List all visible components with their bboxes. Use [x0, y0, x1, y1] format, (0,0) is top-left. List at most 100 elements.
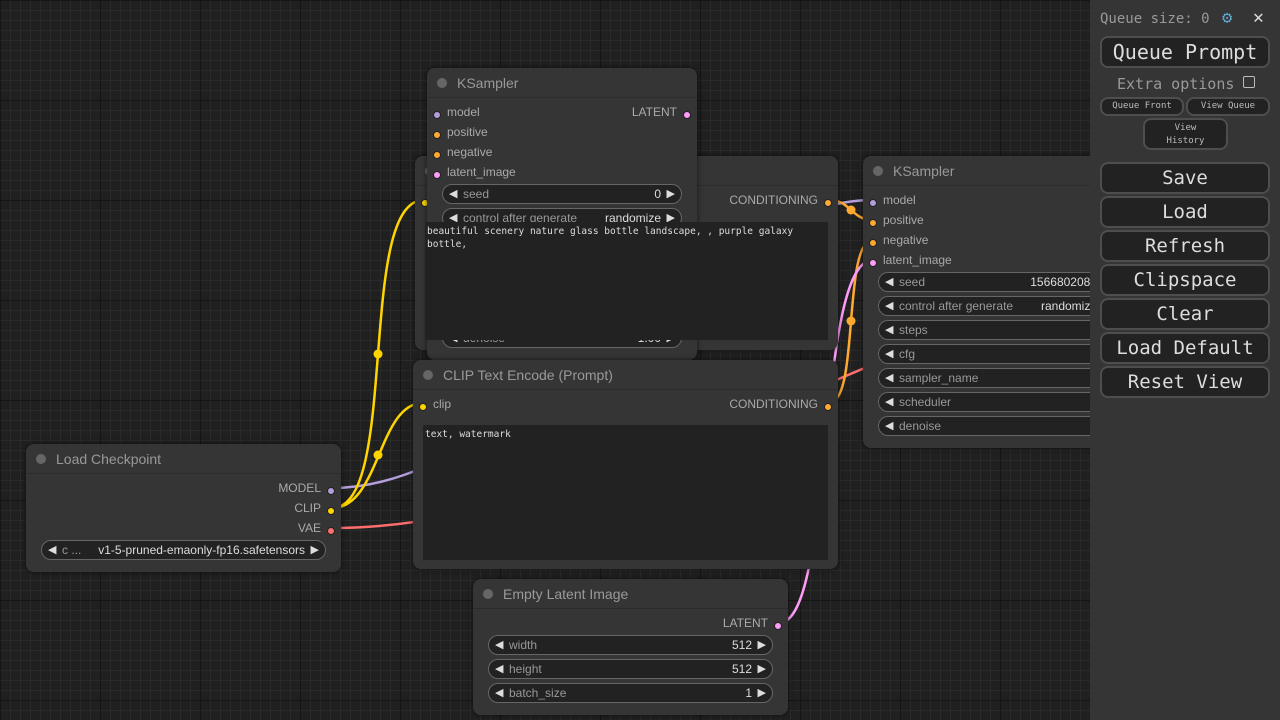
- decrement-arrow-icon[interactable]: ◀: [495, 687, 504, 699]
- output-dot[interactable]: [327, 527, 335, 535]
- widget-batch-size[interactable]: ◀ batch_size 1 ▶: [488, 683, 773, 703]
- increment-arrow-icon[interactable]: ▶: [757, 663, 766, 675]
- widget-scheduler[interactable]: ◀scheduler▶: [878, 392, 1118, 412]
- decrement-arrow-icon[interactable]: ◀: [449, 188, 458, 200]
- output-dot[interactable]: [327, 487, 335, 495]
- output-dot[interactable]: [683, 111, 691, 119]
- increment-arrow-icon[interactable]: ▶: [666, 212, 675, 224]
- output-slot-clip[interactable]: CLIP: [294, 501, 335, 515]
- clear-button[interactable]: Clear: [1100, 298, 1270, 330]
- node-title[interactable]: CLIP Text Encode (Prompt): [413, 360, 838, 390]
- queue-prompt-button[interactable]: Queue Prompt: [1100, 36, 1270, 68]
- widget-sampler-name[interactable]: ◀sampler_name▶: [878, 368, 1118, 388]
- increment-arrow-icon[interactable]: ▶: [310, 544, 319, 556]
- output-slot-conditioning[interactable]: CONDITIONING: [729, 193, 832, 207]
- load-checkpoint-node[interactable]: Load Checkpoint MODEL CLIP VAE ◀ c ... v1-5-pr…: [26, 444, 341, 572]
- link-midpoint[interactable]: [373, 349, 383, 359]
- output-dot[interactable]: [327, 507, 335, 515]
- widget-label: control after generate: [899, 299, 1014, 313]
- load-default-button[interactable]: Load Default: [1100, 332, 1270, 364]
- increment-arrow-icon[interactable]: ▶: [757, 687, 766, 699]
- output-dot[interactable]: [824, 403, 832, 411]
- output-slot-latent[interactable]: LATENT: [723, 616, 782, 630]
- input-dot[interactable]: [869, 259, 877, 267]
- increment-arrow-icon[interactable]: ▶: [757, 639, 766, 651]
- decrement-arrow-icon[interactable]: ◀: [495, 639, 504, 651]
- node-widgets: ◀ c ... v1-5-pruned-emaonly-fp16.safetenso…: [26, 538, 341, 560]
- widget-width[interactable]: ◀ width 512 ▶: [488, 635, 773, 655]
- node-collapse-dot[interactable]: [36, 454, 46, 464]
- decrement-arrow-icon[interactable]: ◀: [885, 276, 894, 288]
- link-midpoint[interactable]: [846, 205, 856, 215]
- node-collapse-dot[interactable]: [873, 166, 883, 176]
- decrement-arrow-icon[interactable]: ◀: [48, 544, 57, 556]
- input-slot-positive[interactable]: positive: [433, 125, 488, 139]
- input-dot[interactable]: [869, 239, 877, 247]
- refresh-button[interactable]: Refresh: [1100, 230, 1270, 262]
- node-collapse-dot[interactable]: [423, 370, 433, 380]
- input-slot-positive[interactable]: positive: [869, 213, 924, 227]
- node-collapse-dot[interactable]: [483, 589, 493, 599]
- input-slot-negative[interactable]: negative: [869, 233, 928, 247]
- output-dot[interactable]: [774, 622, 782, 630]
- widget-steps[interactable]: ◀steps▶: [878, 320, 1118, 340]
- widget-height[interactable]: ◀ height 512 ▶: [488, 659, 773, 679]
- node-collapse-dot[interactable]: [437, 78, 447, 88]
- decrement-arrow-icon[interactable]: ◀: [885, 372, 894, 384]
- save-button[interactable]: Save: [1100, 162, 1270, 194]
- close-icon[interactable]: ✕: [1253, 7, 1264, 28]
- input-slot-model[interactable]: model: [869, 193, 916, 207]
- output-slot-latent[interactable]: LATENT: [632, 105, 691, 119]
- widget-seed[interactable]: ◀ seed 0 ▶: [442, 184, 682, 204]
- decrement-arrow-icon[interactable]: ◀: [885, 396, 894, 408]
- link-midpoint[interactable]: [846, 316, 856, 326]
- widget-cfg[interactable]: ◀cfg▶: [878, 344, 1118, 364]
- node-title[interactable]: Empty Latent Image: [473, 579, 788, 609]
- input-slot-negative[interactable]: negative: [433, 145, 492, 159]
- input-dot[interactable]: [433, 111, 441, 119]
- widget-denoise[interactable]: ◀denoise▶: [878, 416, 1118, 436]
- output-slot-model[interactable]: MODEL: [278, 481, 335, 495]
- clipspace-button[interactable]: Clipspace: [1100, 264, 1270, 296]
- input-dot[interactable]: [433, 131, 441, 139]
- node-title[interactable]: Load Checkpoint: [26, 444, 341, 474]
- input-dot[interactable]: [433, 151, 441, 159]
- increment-arrow-icon[interactable]: ▶: [666, 188, 675, 200]
- decrement-arrow-icon[interactable]: ◀: [885, 348, 894, 360]
- output-slot-conditioning[interactable]: CONDITIONING: [729, 397, 832, 411]
- input-slot-model[interactable]: model: [433, 105, 480, 119]
- decrement-arrow-icon[interactable]: ◀: [885, 324, 894, 336]
- widget-label: sampler_name: [899, 371, 979, 385]
- input-dot[interactable]: [869, 219, 877, 227]
- positive-prompt-textarea[interactable]: beautiful scenery nature glass bottle la…: [425, 222, 828, 340]
- reset-view-button[interactable]: Reset View: [1100, 366, 1270, 398]
- load-button[interactable]: Load: [1100, 196, 1270, 228]
- input-dot[interactable]: [433, 171, 441, 179]
- negative-prompt-textarea[interactable]: text, watermark: [423, 425, 828, 560]
- input-slot-latent_image[interactable]: latent_image: [869, 253, 952, 267]
- decrement-arrow-icon[interactable]: ◀: [495, 663, 504, 675]
- input-slot-latent_image[interactable]: latent_image: [433, 165, 516, 179]
- node-title[interactable]: KSampler: [427, 68, 697, 98]
- view-history-button[interactable]: View History: [1143, 118, 1228, 150]
- gear-icon[interactable]: ⚙: [1222, 8, 1233, 28]
- node-title[interactable]: KSampler: [863, 156, 1133, 186]
- empty-latent-image-node[interactable]: Empty Latent Image LATENT ◀ width 512 ▶ ◀ heigh…: [473, 579, 788, 715]
- extra-options-checkbox[interactable]: [1243, 76, 1256, 88]
- widget-c-[interactable]: ◀ c ... v1-5-pruned-emaonly-fp16.safetenso…: [41, 540, 326, 560]
- slot-row: MODEL: [26, 478, 341, 498]
- decrement-arrow-icon[interactable]: ◀: [449, 212, 458, 224]
- widget-value: 0: [654, 187, 661, 201]
- view-queue-button[interactable]: View Queue: [1186, 97, 1270, 116]
- decrement-arrow-icon[interactable]: ◀: [885, 420, 894, 432]
- output-dot[interactable]: [824, 199, 832, 207]
- input-slot-clip[interactable]: clip: [419, 397, 451, 411]
- decrement-arrow-icon[interactable]: ◀: [885, 300, 894, 312]
- link-midpoint[interactable]: [373, 450, 383, 460]
- output-slot-vae[interactable]: VAE: [298, 521, 335, 535]
- queue-front-button[interactable]: Queue Front: [1100, 97, 1184, 116]
- input-dot[interactable]: [419, 403, 427, 411]
- input-dot[interactable]: [869, 199, 877, 207]
